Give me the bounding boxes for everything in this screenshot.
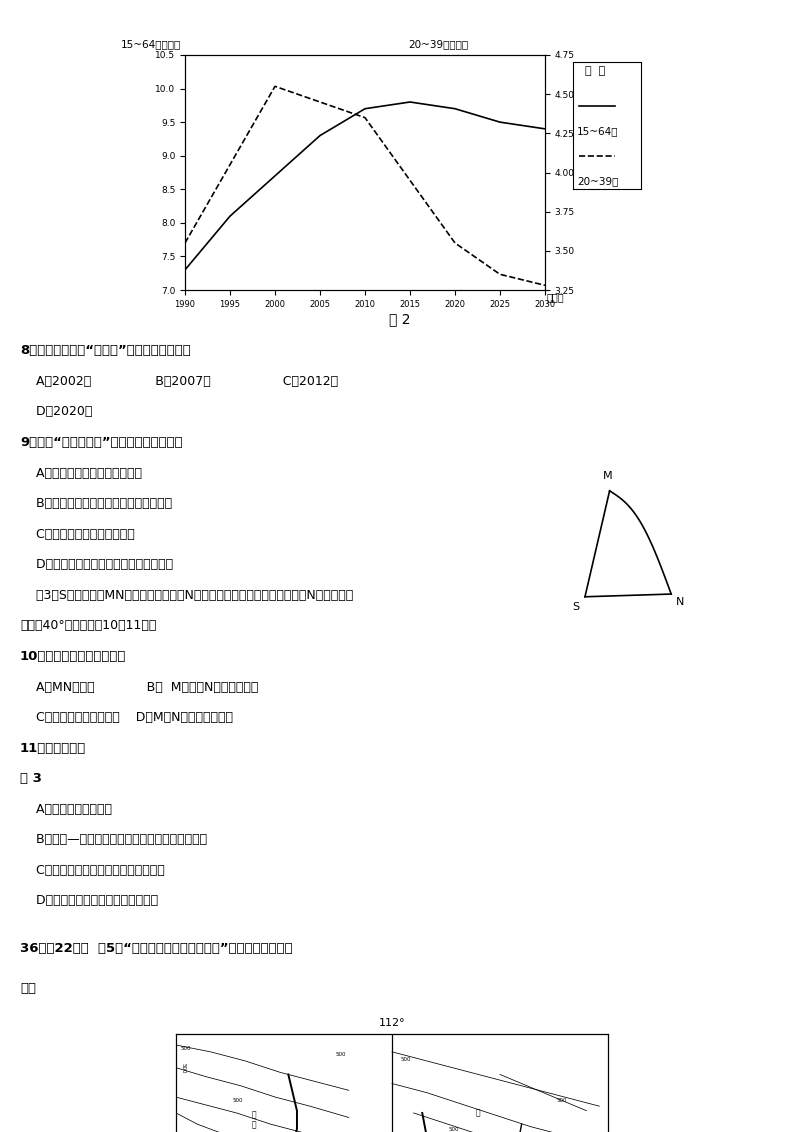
Text: A．继续实行严格的低生育政策: A．继续实行严格的低生育政策: [20, 466, 142, 480]
Text: 500: 500: [180, 1063, 186, 1073]
Text: 漓
河: 漓 河: [251, 1110, 256, 1130]
Text: 题。: 题。: [20, 981, 36, 995]
Text: C．亚欧大陆等温线较同纬度海区北凸: C．亚欧大陆等温线较同纬度海区北凸: [20, 864, 165, 877]
Text: 高度为40°。据此完成10～11题。: 高度为40°。据此完成10～11题。: [20, 619, 156, 633]
Text: S: S: [573, 602, 579, 612]
Text: 9．针对“刘易斯拐点”的出现，我国政府应: 9．针对“刘易斯拐点”的出现，我国政府应: [20, 436, 182, 449]
Text: C．鼓励大量外资企业的入驻: C．鼓励大量外资企业的入驻: [20, 528, 134, 541]
Text: 图3中S为南极点，MN为晨昿线的一段，N为晨昿线与某纬线的切点，这一天N点最大太阳: 图3中S为南极点，MN为晨昿线的一段，N为晨昿线与某纬线的切点，这一天N点最大太…: [20, 589, 354, 602]
Text: 20~39岁: 20~39岁: [577, 177, 618, 186]
Text: A．巴西草原一片枯黄: A．巴西草原一片枯黄: [20, 803, 112, 816]
Text: 图 2: 图 2: [390, 312, 410, 327]
Text: 500: 500: [401, 1057, 411, 1062]
Text: 36．（22分）  图5为“我国汉江中游地区示意图”，读图完成下列问: 36．（22分） 图5为“我国汉江中游地区示意图”，读图完成下列问: [20, 942, 293, 955]
Text: 112°: 112°: [378, 1018, 406, 1028]
Text: 500: 500: [448, 1127, 458, 1132]
Text: （年）: （年）: [546, 292, 564, 302]
Text: A．2002年                B．2007年                  C．2012年: A．2002年 B．2007年 C．2012年: [20, 375, 338, 388]
Text: B．墨累—达令盆地混合农业区农民忙着播种水稻: B．墨累—达令盆地混合农业区农民忙着播种水稻: [20, 833, 207, 847]
Text: 15~64岁（亿）: 15~64岁（亿）: [121, 40, 181, 50]
Text: M: M: [602, 471, 612, 481]
Text: N: N: [676, 597, 684, 607]
Text: 唐: 唐: [476, 1108, 481, 1117]
Text: 15~64岁: 15~64岁: [577, 127, 618, 136]
Text: 10．此时下列叙述正确的是: 10．此时下列叙述正确的是: [20, 650, 126, 663]
Text: 500: 500: [180, 1046, 191, 1050]
Text: 20~39岁（亿）: 20~39岁（亿）: [408, 40, 468, 50]
Text: 11．图示这一天: 11．图示这一天: [20, 741, 86, 755]
Text: D．2020年: D．2020年: [20, 405, 92, 419]
Text: 500: 500: [556, 1098, 566, 1103]
Text: B．加大职业技术教育，提高劳动者技能: B．加大职业技术教育，提高劳动者技能: [20, 497, 172, 511]
Text: D．洛杉矶可能出现温和多雨的天气: D．洛杉矶可能出现温和多雨的天气: [20, 894, 158, 908]
Text: C．太阳直射点向北移动    D．M比N早进入新的一天: C．太阳直射点向北移动 D．M比N早进入新的一天: [20, 711, 233, 724]
Text: 图 3: 图 3: [20, 772, 42, 786]
Text: A．MN为昿线             B．  M点位于N点的正西方向: A．MN为昿线 B． M点位于N点的正西方向: [20, 680, 258, 694]
Text: 500: 500: [336, 1053, 346, 1057]
Text: 500: 500: [232, 1098, 242, 1103]
Text: 8．我国开始出现“用工荒”的时间拐点大致是: 8．我国开始出现“用工荒”的时间拐点大致是: [20, 344, 190, 358]
Text: 图  例: 图 例: [585, 67, 606, 76]
Text: D．增加对企业的补贴，提高劳动者工资: D．增加对企业的补贴，提高劳动者工资: [20, 558, 173, 572]
